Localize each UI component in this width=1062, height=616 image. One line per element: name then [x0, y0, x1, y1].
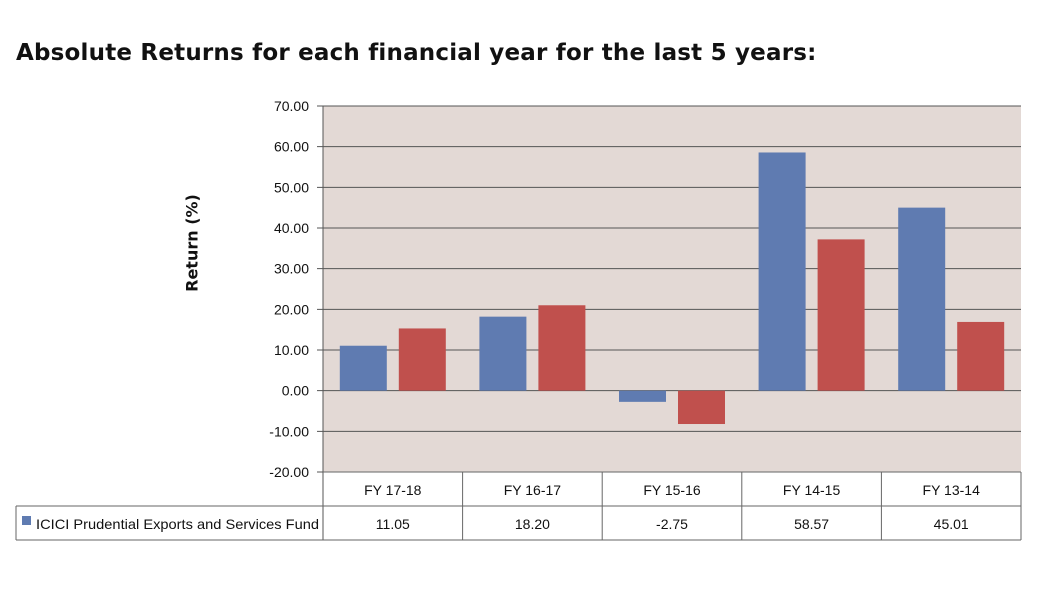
y-tick-label: 0.00	[282, 383, 309, 399]
series-1-bar	[898, 207, 946, 391]
y-tick-label: 10.00	[274, 342, 309, 358]
x-tick-label: FY 14-15	[783, 482, 841, 498]
table-value: 58.57	[794, 516, 829, 532]
legend-label: ICICI Prudential Exports and Services Fu…	[36, 516, 319, 532]
legend-swatch	[22, 516, 31, 525]
series-2-bar	[957, 321, 1005, 391]
series-1-bar	[339, 345, 387, 391]
y-tick-label: -20.00	[269, 464, 309, 480]
y-tick-label: 20.00	[274, 301, 309, 317]
y-tick-label: 70.00	[274, 98, 309, 114]
table-value: 45.01	[934, 516, 969, 532]
table-value: 18.20	[515, 516, 550, 532]
x-tick-label: FY 15-16	[643, 482, 701, 498]
y-tick-label: 40.00	[274, 220, 309, 236]
table-value: -2.75	[656, 516, 688, 532]
y-tick-label: 60.00	[274, 139, 309, 155]
y-tick-label: -10.00	[269, 423, 309, 439]
x-tick-label: FY 13-14	[923, 482, 981, 498]
series-1-bar	[758, 152, 806, 391]
y-tick-label: 50.00	[274, 179, 309, 195]
series-2-bar	[678, 390, 725, 425]
series-1-bar	[619, 390, 666, 402]
series-2-bar	[817, 239, 865, 391]
x-tick-label: FY 17-18	[364, 482, 422, 498]
series-1-bar	[479, 316, 527, 391]
series-2-bar	[398, 328, 446, 391]
y-tick-label: 30.00	[274, 261, 309, 277]
x-tick-label: FY 16-17	[504, 482, 562, 498]
series-2-bar	[538, 305, 586, 391]
table-value: 11.05	[376, 516, 410, 532]
chart-title: Absolute Returns for each financial year…	[16, 40, 817, 66]
